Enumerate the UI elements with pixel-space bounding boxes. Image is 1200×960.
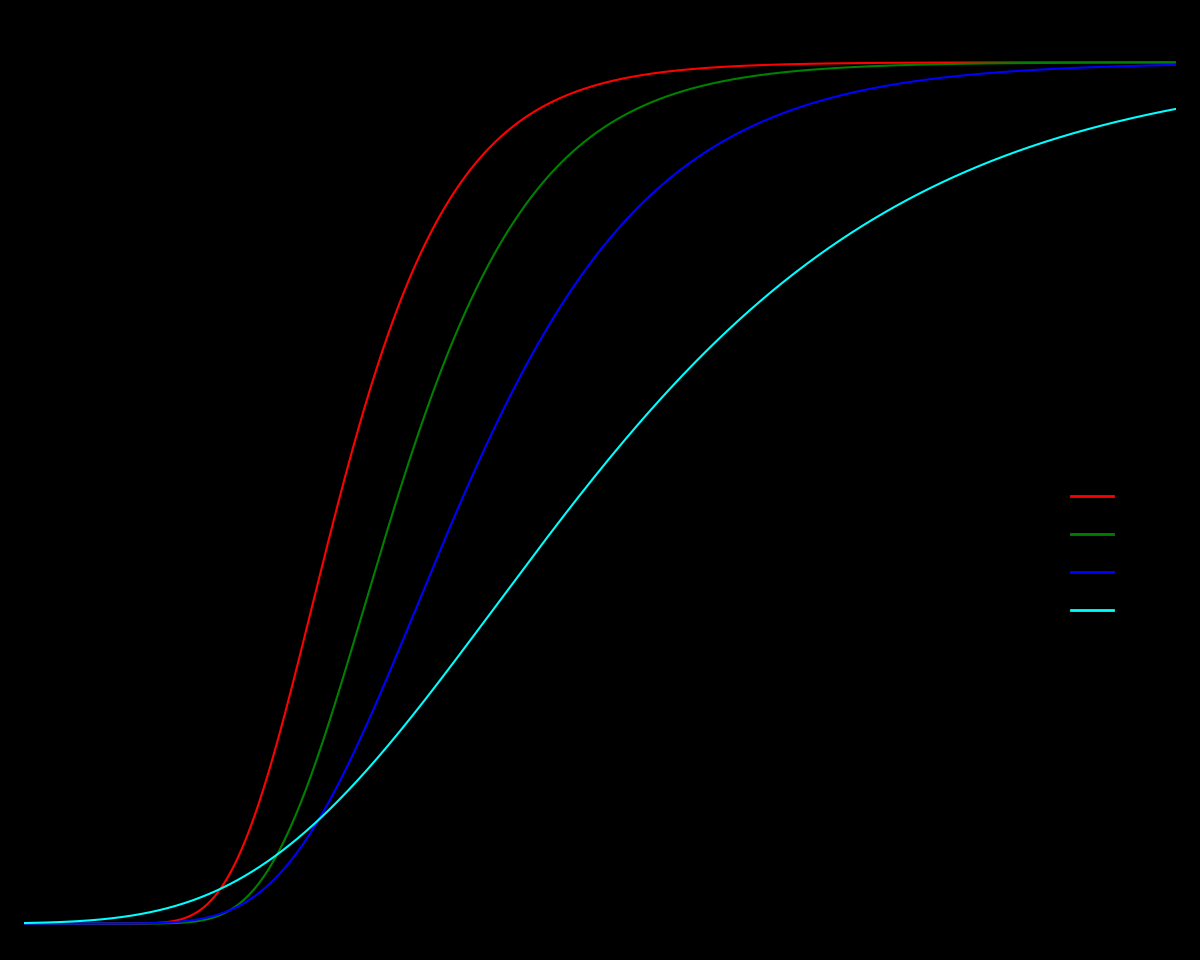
Legend: , , , : , , , <box>1064 481 1133 626</box>
